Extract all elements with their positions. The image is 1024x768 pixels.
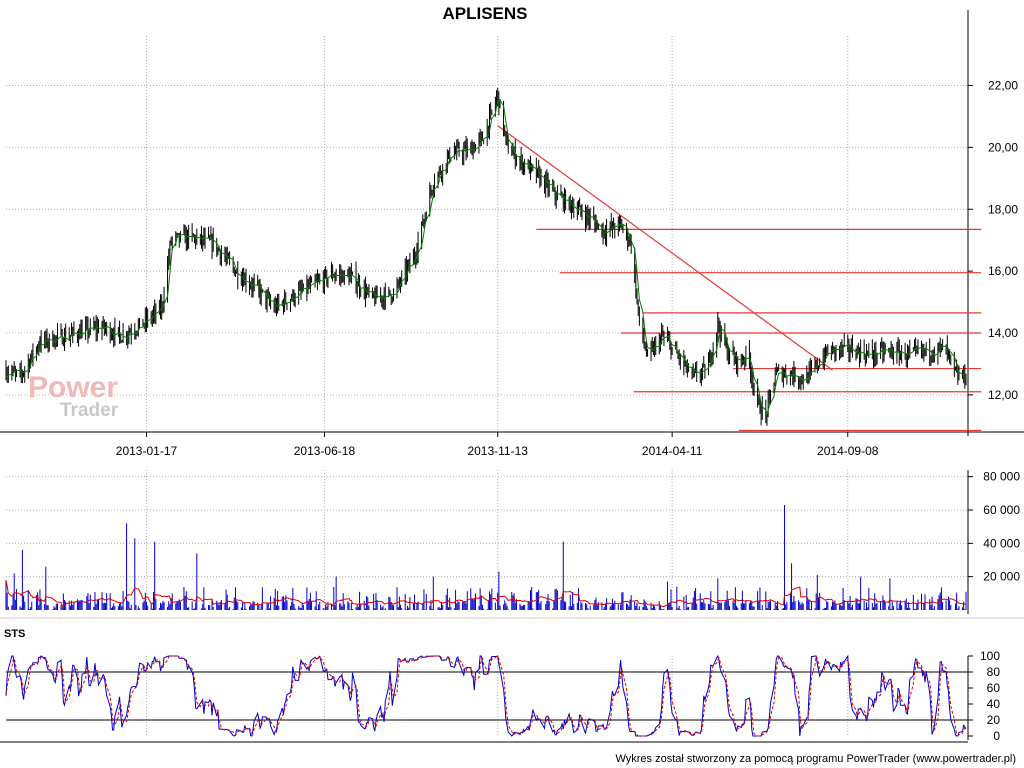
indicator-lines [5, 99, 967, 737]
sts-label: STS [4, 628, 25, 640]
volume-tick-label: 40 000 [983, 536, 1020, 550]
chart-title: APLISENS [442, 4, 527, 23]
price-tick-label: 22,00 [988, 79, 1018, 93]
sts-tick-label: 80 [987, 665, 1001, 679]
price-tick-label: 18,00 [988, 202, 1018, 216]
footer-credit: Wykres został stworzony za pomocą progra… [615, 753, 1016, 765]
watermark: Power Trader [28, 371, 119, 421]
watermark-power: Power [28, 371, 118, 404]
trendline [497, 125, 833, 371]
x-tick-label: 2014-09-08 [817, 444, 879, 458]
sts-k-line [5, 654, 967, 737]
price-tick-label: 16,00 [988, 264, 1018, 278]
sts-tick-label: 0 [993, 729, 1000, 743]
price-tick-label: 14,00 [988, 326, 1018, 340]
watermark-trader: Trader [60, 400, 119, 421]
sts-tick-label: 20 [987, 713, 1001, 727]
sts-tick-label: 60 [987, 681, 1001, 695]
price-moving-average [5, 99, 967, 415]
axes [0, 10, 1024, 743]
x-tick-label: 2013-01-17 [116, 444, 178, 458]
sts-tick-label: 100 [980, 649, 1000, 663]
price-tick-label: 12,00 [988, 388, 1018, 402]
price-tick-label: 20,00 [988, 140, 1018, 154]
tick-labels: 2013-01-17 2013-06-18 2013-11-13 2014-04-11… [116, 79, 1021, 744]
price-bars [5, 87, 967, 610]
volume-tick-label: 80 000 [983, 470, 1020, 484]
sts-d-line [5, 654, 967, 737]
volume-tick-label: 60 000 [983, 503, 1020, 517]
x-tick-label: 2013-11-13 [467, 444, 528, 458]
x-tick-label: 2014-04-11 [642, 444, 703, 458]
x-tick-label: 2013-06-18 [294, 444, 356, 458]
sts-tick-label: 40 [987, 697, 1001, 711]
volume-average-line [5, 579, 967, 608]
volume-tick-label: 20 000 [983, 570, 1020, 584]
